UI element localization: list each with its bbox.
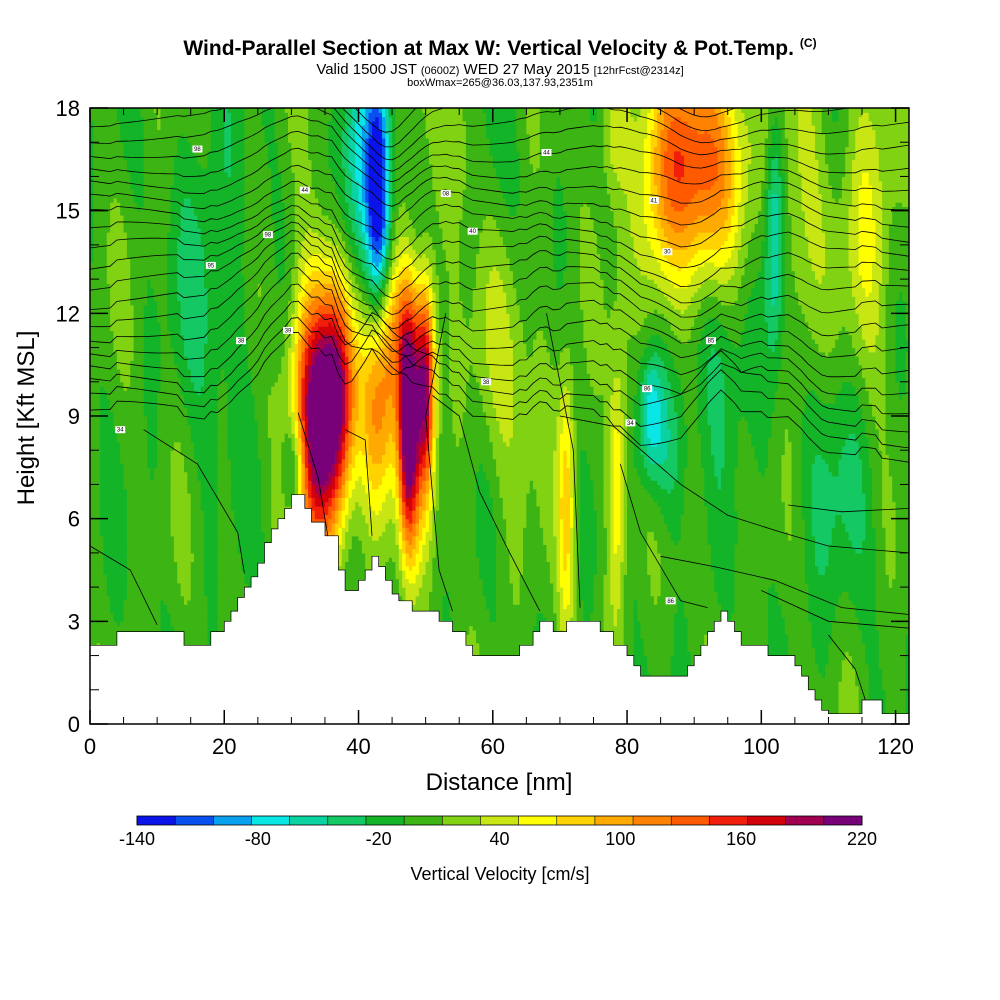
cross-section-chart: 9844989538393444084041303885863486 0 20 40… — [0, 0, 1000, 1000]
